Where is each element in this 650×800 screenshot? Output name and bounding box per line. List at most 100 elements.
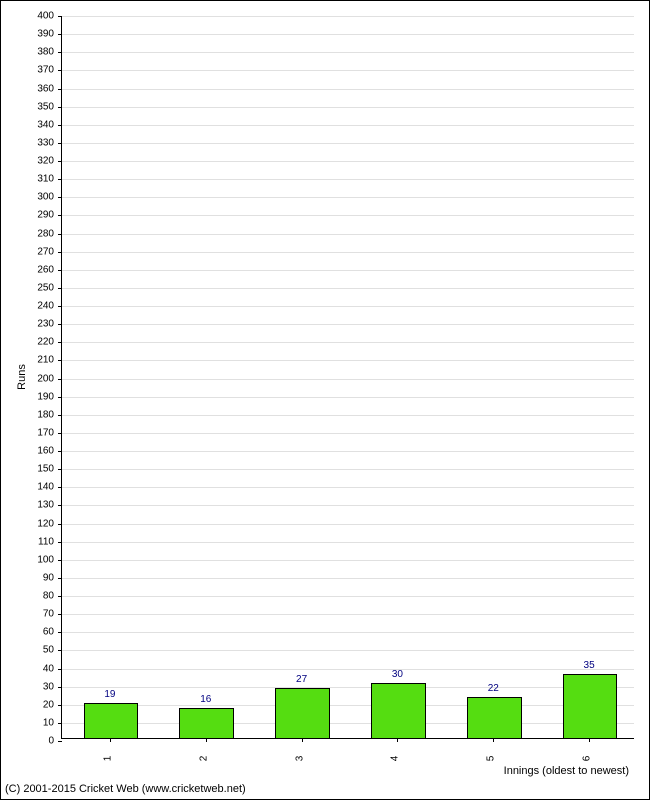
y-tick-label: 210 (24, 355, 54, 366)
y-tick-label: 270 (24, 246, 54, 257)
y-tick-label: 380 (24, 47, 54, 58)
y-tick-label: 140 (24, 482, 54, 493)
y-tick-label: 310 (24, 174, 54, 185)
y-tick-mark (58, 360, 62, 361)
bar (275, 688, 330, 738)
gridline (62, 34, 634, 35)
chart-container: 191627302235 Runs Innings (oldest to new… (0, 0, 650, 800)
y-tick-mark (58, 52, 62, 53)
y-tick-mark (58, 542, 62, 543)
y-tick-label: 260 (24, 264, 54, 275)
y-tick-mark (58, 107, 62, 108)
gridline (62, 52, 634, 53)
y-tick-label: 230 (24, 319, 54, 330)
y-tick-label: 300 (24, 192, 54, 203)
y-tick-label: 20 (24, 699, 54, 710)
x-tick-mark (206, 738, 207, 742)
y-tick-label: 170 (24, 427, 54, 438)
gridline (62, 107, 634, 108)
bar (563, 674, 618, 738)
y-tick-label: 70 (24, 609, 54, 620)
gridline (62, 161, 634, 162)
y-tick-label: 150 (24, 464, 54, 475)
x-tick-mark (589, 738, 590, 742)
y-tick-label: 120 (24, 518, 54, 529)
gridline (62, 505, 634, 506)
y-tick-label: 60 (24, 627, 54, 638)
y-tick-label: 100 (24, 554, 54, 565)
y-tick-mark (58, 741, 62, 742)
bar-value-label: 27 (296, 674, 307, 685)
gridline (62, 360, 634, 361)
plot-area: 191627302235 (61, 16, 634, 739)
gridline (62, 252, 634, 253)
y-tick-mark (58, 161, 62, 162)
y-tick-label: 190 (24, 391, 54, 402)
gridline (62, 578, 634, 579)
y-tick-label: 110 (24, 536, 54, 547)
y-tick-mark (58, 687, 62, 688)
gridline (62, 669, 634, 670)
y-tick-mark (58, 179, 62, 180)
gridline (62, 197, 634, 198)
y-tick-label: 0 (24, 736, 54, 747)
gridline (62, 342, 634, 343)
y-tick-mark (58, 16, 62, 17)
y-tick-label: 330 (24, 137, 54, 148)
x-tick-mark (493, 738, 494, 742)
y-tick-label: 40 (24, 663, 54, 674)
y-tick-mark (58, 234, 62, 235)
y-tick-mark (58, 70, 62, 71)
gridline (62, 215, 634, 216)
gridline (62, 596, 634, 597)
gridline (62, 379, 634, 380)
y-tick-mark (58, 342, 62, 343)
gridline (62, 723, 634, 724)
x-axis-label: Innings (oldest to newest) (504, 765, 629, 777)
y-tick-mark (58, 397, 62, 398)
y-tick-mark (58, 560, 62, 561)
gridline (62, 179, 634, 180)
y-tick-label: 10 (24, 717, 54, 728)
y-tick-mark (58, 596, 62, 597)
y-tick-mark (58, 379, 62, 380)
bar (179, 708, 234, 738)
gridline (62, 560, 634, 561)
gridline (62, 70, 634, 71)
gridline (62, 270, 634, 271)
bar-value-label: 30 (392, 669, 403, 680)
x-tick-label: 5 (486, 756, 497, 762)
gridline (62, 288, 634, 289)
y-tick-mark (58, 306, 62, 307)
gridline (62, 16, 634, 17)
y-tick-label: 250 (24, 282, 54, 293)
bar-value-label: 16 (200, 694, 211, 705)
gridline (62, 687, 634, 688)
y-tick-mark (58, 705, 62, 706)
y-tick-label: 90 (24, 572, 54, 583)
y-tick-mark (58, 505, 62, 506)
gridline (62, 397, 634, 398)
y-tick-label: 50 (24, 645, 54, 656)
gridline (62, 542, 634, 543)
y-tick-label: 130 (24, 500, 54, 511)
y-tick-label: 160 (24, 446, 54, 457)
gridline (62, 524, 634, 525)
y-tick-label: 280 (24, 228, 54, 239)
copyright-text: (C) 2001-2015 Cricket Web (www.cricketwe… (5, 783, 246, 795)
y-tick-label: 240 (24, 301, 54, 312)
gridline (62, 143, 634, 144)
gridline (62, 487, 634, 488)
y-tick-mark (58, 252, 62, 253)
x-tick-mark (110, 738, 111, 742)
y-tick-mark (58, 89, 62, 90)
bar (371, 683, 426, 738)
y-tick-mark (58, 578, 62, 579)
x-tick-label: 2 (198, 756, 209, 762)
y-tick-mark (58, 669, 62, 670)
y-tick-mark (58, 614, 62, 615)
y-tick-label: 400 (24, 11, 54, 22)
bar (467, 697, 522, 738)
x-tick-label: 4 (390, 756, 401, 762)
gridline (62, 125, 634, 126)
